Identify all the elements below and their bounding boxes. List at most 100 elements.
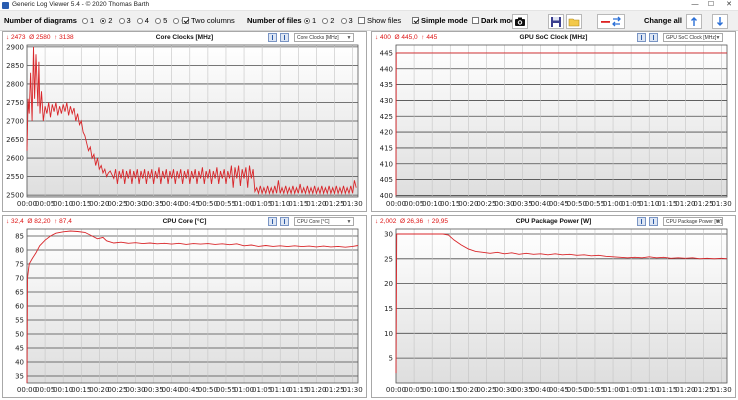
maximize-button[interactable]: ☐ (707, 1, 715, 8)
chevron-down-icon: ▼ (346, 219, 352, 225)
panel-stats: ↓ 2,002 Ø 26,36 ↑ 29,95 (375, 218, 448, 225)
x-tick-label: 00:25 (476, 200, 496, 208)
panel-toggle-button[interactable] (280, 33, 289, 42)
y-tick-label: 405 (380, 176, 393, 184)
stat-max: ↑ 87,4 (54, 218, 72, 225)
diagram-option-3[interactable]: 3 (118, 16, 131, 25)
sensor-select[interactable]: CPU Core [°C] ▼ (294, 217, 354, 226)
x-tick-label: 01:20 (306, 386, 326, 394)
x-tick-label: 00:25 (107, 386, 127, 394)
panel-info-button[interactable] (637, 217, 646, 226)
camera-icon (515, 17, 525, 26)
sensor-select[interactable]: Core Clocks [MHz] ▼ (294, 33, 354, 42)
chevron-down-icon: ▼ (715, 35, 721, 41)
file-option-3[interactable]: 3 (340, 16, 353, 25)
panel-title: CPU Core [°C] (162, 218, 207, 225)
x-tick-label: 00:40 (162, 386, 182, 394)
panel-title: CPU Package Power [W] (515, 218, 592, 225)
y-tick-label: 10 (384, 330, 393, 338)
y-tick-label: 2550 (6, 173, 24, 181)
stat-avg: Ø 445,0 (394, 34, 418, 41)
diagram-option-5[interactable]: 5 (155, 16, 167, 25)
simple-mode-checkbox[interactable]: Simple mode (412, 11, 468, 31)
x-tick-label: 01:25 (693, 386, 713, 394)
plot-area (396, 229, 727, 383)
sensor-select-value: CPU Package Power [W] (666, 219, 722, 225)
stat-min: ↓ 2473 (6, 34, 26, 41)
stat-max: ↑ 29,95 (426, 218, 449, 225)
x-tick-label: 01:00 (234, 200, 254, 208)
x-tick-label: 01:25 (324, 200, 344, 208)
screenshot-button[interactable] (512, 14, 528, 29)
checkbox-checked-icon (182, 17, 189, 24)
stat-avg: Ø 2580 (29, 34, 51, 41)
y-tick-label: 40 (15, 359, 24, 367)
open-file-button[interactable] (566, 14, 582, 29)
radio-icon (322, 18, 329, 24)
y-tick-label: 420 (380, 129, 393, 137)
x-tick-label: 00:55 (585, 200, 605, 208)
x-tick-label: 00:35 (513, 200, 533, 208)
x-tick-label: 01:25 (693, 200, 713, 208)
x-tick-label: 01:05 (252, 200, 272, 208)
x-tick-label: 00:45 (180, 200, 200, 208)
title-bar: Generic Log Viewer 5.4 - © 2020 Thomas B… (0, 0, 738, 11)
dark-mode-checkbox[interactable]: Dark mod (472, 11, 516, 31)
swap-files-button[interactable] (597, 14, 625, 29)
x-tick-label: 01:25 (324, 386, 344, 394)
radio-selected-icon (304, 18, 310, 24)
chevron-down-icon: ▼ (346, 35, 352, 41)
x-tick-label: 00:00 (17, 386, 37, 394)
x-tick-label: 01:10 (270, 386, 290, 394)
sensor-select[interactable]: CPU Package Power [W] ▼ (663, 217, 723, 226)
sensor-select[interactable]: GPU SoC Clock [MHz] ▼ (663, 33, 723, 42)
x-tick-label: 01:30 (711, 386, 731, 394)
x-tick-label: 00:10 (422, 386, 442, 394)
radio-icon (340, 18, 347, 24)
panel-header: ↓ 2473 Ø 2580 ↑ 3138 Core Clocks [MHz] Cor… (3, 32, 366, 44)
change-all-label: Change all (644, 16, 682, 25)
diagram-option-2[interactable]: 2 (100, 16, 112, 25)
panel-info-button[interactable] (637, 33, 646, 42)
panel-toggle-button[interactable] (649, 217, 658, 226)
save-icon (551, 17, 561, 27)
x-tick-label: 01:10 (639, 200, 659, 208)
app-icon (2, 2, 9, 9)
line-chart: 354045505560657075808500:0000:0500:1000:… (15, 228, 363, 394)
x-tick-label: 01:30 (342, 386, 362, 394)
minimize-button[interactable]: — (691, 1, 699, 8)
panel-toggle-button[interactable] (649, 33, 658, 42)
y-tick-label: 410 (380, 160, 393, 168)
x-tick-label: 00:25 (476, 386, 496, 394)
close-button[interactable]: ✕ (726, 1, 732, 8)
file-option-1[interactable]: 1 (304, 16, 316, 25)
x-tick-label: 00:45 (180, 386, 200, 394)
x-tick-label: 00:10 (422, 200, 442, 208)
diagram-option-1[interactable]: 1 (82, 16, 94, 25)
x-tick-label: 00:55 (216, 200, 236, 208)
move-up-button[interactable] (686, 14, 702, 29)
panel-info-button[interactable] (268, 33, 277, 42)
chart-panel-cpu-package-power: 5 10 15 20 25 30 00:00 00:05 00:10 00:15 00:20 00:2… (371, 215, 736, 398)
save-button[interactable] (548, 14, 564, 29)
two-columns-checkbox[interactable]: Two columns (182, 11, 235, 31)
y-tick-label: 15 (384, 305, 393, 313)
y-tick-label: 430 (380, 97, 393, 105)
radio-icon (82, 18, 88, 24)
sensor-select-value: Core Clocks [MHz] (297, 35, 339, 41)
panel-info-button[interactable] (268, 217, 277, 226)
stat-avg: Ø 26,36 (399, 218, 424, 225)
move-down-button[interactable] (712, 14, 728, 29)
radio-icon (173, 18, 180, 24)
show-files-checkbox[interactable]: Show files (358, 11, 401, 31)
y-tick-label: 70 (15, 275, 24, 283)
panel-title: GPU SoC Clock [MHz] (519, 34, 588, 41)
x-tick-label: 00:20 (458, 386, 478, 394)
panel-toggle-button[interactable] (280, 217, 289, 226)
x-tick-label: 01:05 (621, 200, 641, 208)
file-option-2[interactable]: 2 (322, 16, 334, 25)
y-tick-label: 2650 (6, 136, 24, 144)
diagram-option-4[interactable]: 4 (136, 16, 149, 25)
x-tick-label: 00:05 (404, 386, 424, 394)
x-tick-label: 00:15 (440, 200, 460, 208)
